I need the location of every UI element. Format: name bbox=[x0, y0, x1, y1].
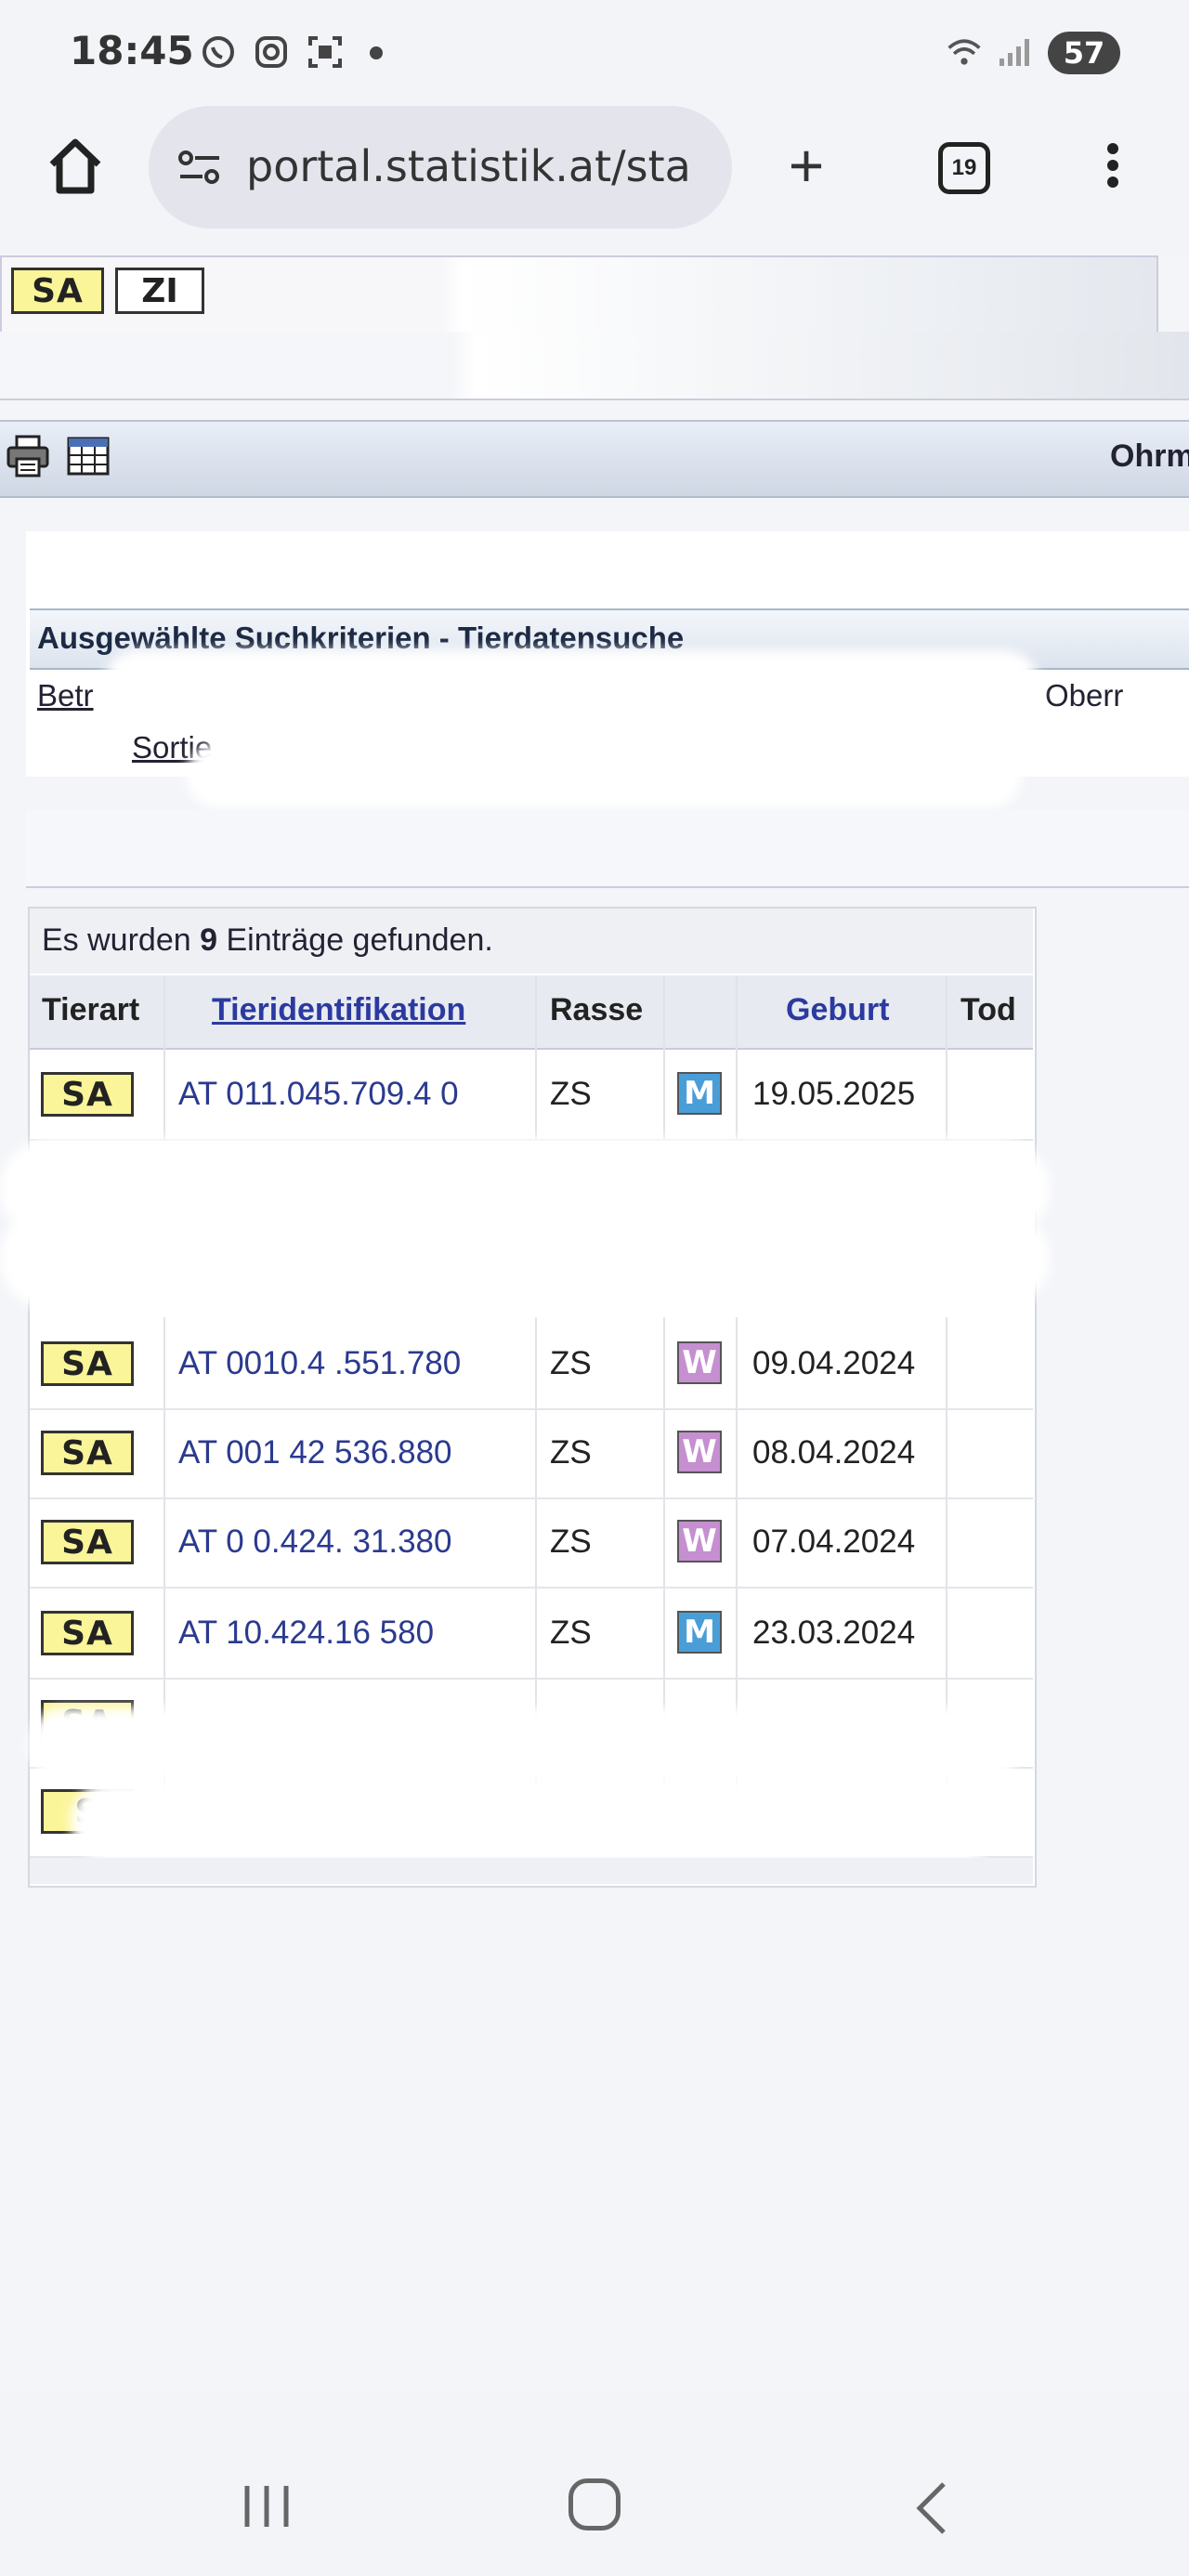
column-divider bbox=[663, 975, 665, 1821]
nav-home-icon[interactable] bbox=[568, 2478, 621, 2530]
tab-sa[interactable]: SA bbox=[11, 268, 104, 314]
url-text[interactable]: portal.statistik.at/sta bbox=[246, 141, 691, 191]
tierart-badge: SA bbox=[41, 1072, 134, 1117]
results-count-text: Es wurden 9 Einträge gefunden. bbox=[42, 922, 493, 958]
column-divider bbox=[163, 975, 165, 1821]
wifi-icon bbox=[946, 33, 983, 71]
tierart-badge: SA bbox=[41, 1431, 134, 1475]
table-row[interactable] bbox=[30, 1408, 1033, 1499]
tier-id[interactable]: AT 0 0.424. 31.380 bbox=[178, 1523, 452, 1560]
recent-apps-icon[interactable] bbox=[234, 2482, 299, 2530]
header-tierart: Tierart bbox=[42, 992, 140, 1027]
tier-id[interactable]: AT 011.045.709.4 0 bbox=[178, 1076, 459, 1112]
column-divider bbox=[946, 975, 947, 1821]
table-row[interactable] bbox=[30, 1589, 1033, 1680]
more-menu-icon[interactable] bbox=[1094, 137, 1131, 203]
section-separator bbox=[26, 810, 1189, 888]
birth-date: 09.04.2024 bbox=[752, 1345, 916, 1381]
header-spacer bbox=[0, 332, 1189, 400]
tier-id[interactable]: AT 0010.4 .551.780 bbox=[178, 1345, 462, 1381]
screenshot-icon bbox=[307, 33, 344, 71]
header-tod: Tod bbox=[960, 992, 1016, 1027]
criteria-betrieb-value: Oberr bbox=[1045, 678, 1124, 713]
column-divider bbox=[535, 975, 537, 1821]
table-footer bbox=[30, 1858, 1033, 1884]
report-toolbar bbox=[0, 420, 1189, 498]
address-bar[interactable] bbox=[149, 106, 732, 229]
home-icon[interactable] bbox=[43, 133, 108, 198]
tierart-badge: SA bbox=[41, 1520, 134, 1564]
tab-switcher-button[interactable]: 19 bbox=[938, 142, 990, 194]
redaction-mark bbox=[28, 1707, 1022, 1782]
sex-badge-female: W bbox=[677, 1520, 722, 1563]
system-nav-bar bbox=[0, 2392, 1189, 2576]
sex-badge-female: W bbox=[677, 1341, 722, 1384]
redaction-mark bbox=[0, 1208, 1050, 1310]
birth-date: 23.03.2024 bbox=[752, 1615, 916, 1651]
criteria-betrieb-link[interactable]: Betr bbox=[37, 678, 94, 713]
tab-zi[interactable]: ZI bbox=[115, 268, 204, 314]
new-tab-icon[interactable]: + bbox=[788, 131, 825, 200]
battery-indicator: 57 bbox=[1048, 32, 1120, 74]
header-tieridentifikation[interactable]: Tieridentifikation bbox=[212, 992, 466, 1027]
redaction-mark bbox=[102, 650, 1040, 725]
birth-date: 07.04.2024 bbox=[752, 1523, 916, 1560]
status-time: 18:45 bbox=[70, 28, 194, 73]
tier-id[interactable]: AT 001 42 536.880 bbox=[178, 1434, 452, 1471]
sex-badge-female: W bbox=[677, 1431, 722, 1473]
table-row[interactable] bbox=[30, 1497, 1033, 1589]
back-icon[interactable] bbox=[912, 2480, 949, 2536]
header-geburt[interactable]: Geburt bbox=[786, 992, 890, 1027]
status-bar bbox=[0, 0, 1189, 102]
rasse-value: ZS bbox=[550, 1523, 592, 1560]
rasse-value: ZS bbox=[550, 1434, 592, 1471]
sex-badge-male: M bbox=[677, 1072, 722, 1115]
tierart-badge: SA bbox=[41, 1611, 134, 1655]
whatsapp-icon bbox=[200, 33, 237, 71]
notification-dot bbox=[370, 46, 383, 59]
rasse-value: ZS bbox=[550, 1615, 592, 1651]
header-rasse: Rasse bbox=[550, 992, 644, 1027]
site-settings-icon[interactable] bbox=[176, 149, 223, 186]
tier-id[interactable]: AT 10.424.16 580 bbox=[178, 1615, 435, 1651]
print-icon[interactable] bbox=[6, 435, 50, 477]
redaction-mark bbox=[71, 1780, 1000, 1863]
results-summary-bar bbox=[30, 909, 1033, 974]
rasse-value: ZS bbox=[550, 1076, 592, 1112]
sex-badge-male: M bbox=[677, 1611, 722, 1654]
toolbar-right-label: Ohrm bbox=[1110, 438, 1189, 474]
table-header bbox=[30, 975, 1033, 1050]
redaction-mark bbox=[186, 743, 1022, 808]
instagram-icon bbox=[253, 33, 290, 71]
search-criteria-title: Ausgewählte Suchkriterien - Tierdatensuc… bbox=[37, 621, 685, 655]
birth-date: 19.05.2025 bbox=[752, 1076, 916, 1112]
tierart-badge: SA bbox=[41, 1341, 134, 1386]
table-view-icon[interactable] bbox=[67, 437, 110, 476]
signal-icon bbox=[996, 33, 1033, 71]
column-divider bbox=[736, 975, 738, 1821]
table-row[interactable] bbox=[30, 1319, 1033, 1410]
birth-date: 08.04.2024 bbox=[752, 1434, 916, 1471]
rasse-value: ZS bbox=[550, 1345, 592, 1381]
